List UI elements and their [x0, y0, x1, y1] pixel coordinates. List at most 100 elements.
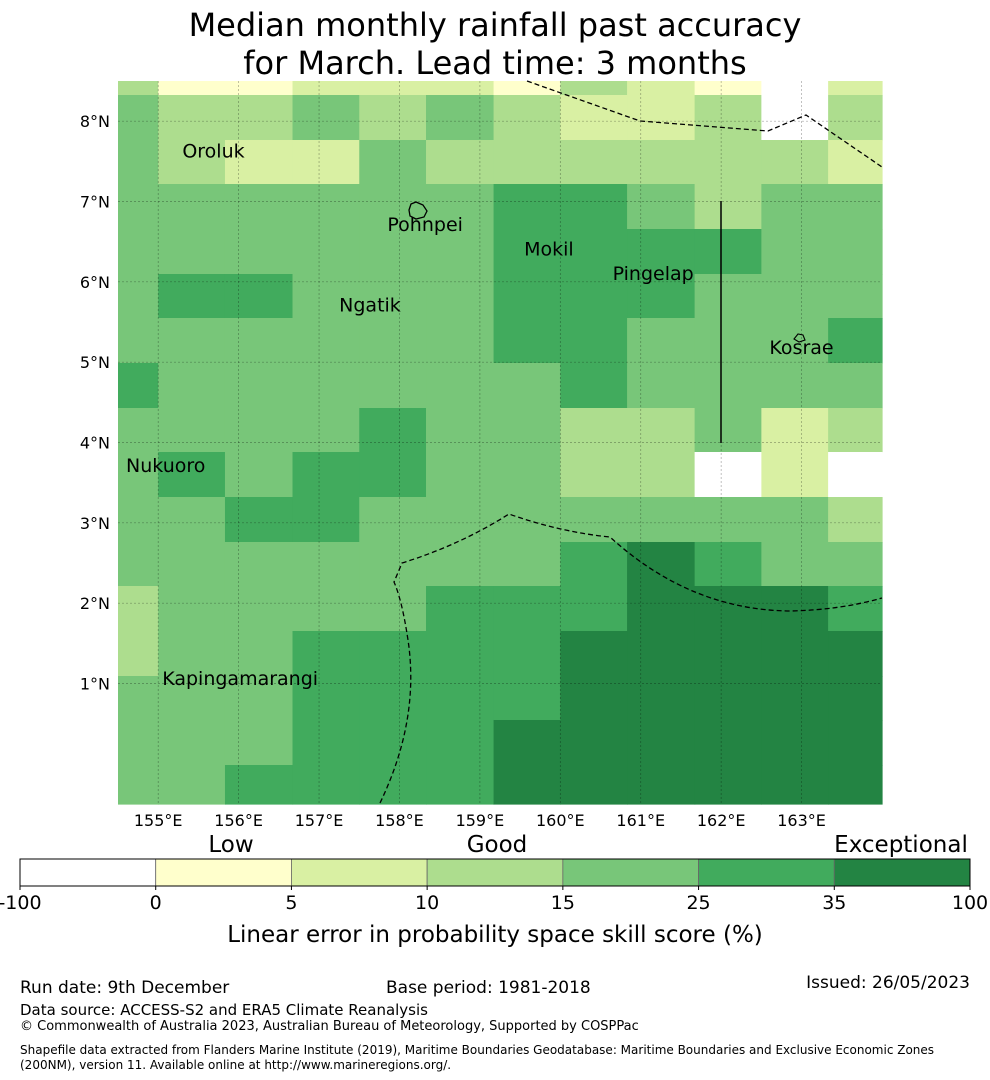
grid-cell	[761, 542, 829, 587]
grid-cell	[694, 95, 762, 141]
grid-cell	[560, 586, 628, 632]
grid-cell	[828, 765, 883, 805]
run-date: Run date: 9th December	[20, 978, 230, 998]
grid-cell	[426, 542, 495, 587]
graticule	[118, 81, 882, 804]
grid-cell	[426, 363, 495, 409]
colorbar-segment	[698, 858, 835, 887]
grid-cell	[828, 318, 883, 364]
lon-tick-label: 157°E	[295, 811, 344, 830]
grid-cell	[560, 408, 628, 453]
grid-cell	[493, 542, 561, 587]
lon-tick-label: 161°E	[616, 811, 665, 830]
axis-labels: 155°E 156°E 157°E 158°E 159°E 160°E 161°E 162°E…	[80, 112, 826, 830]
grid-cell	[158, 184, 226, 230]
grid-cell	[426, 631, 495, 677]
grid-cell	[118, 631, 159, 677]
grid-cell	[627, 184, 696, 230]
grid-cell	[426, 81, 495, 96]
grid-cell	[118, 676, 159, 721]
grid-cell	[627, 229, 696, 275]
title-line-2: for March. Lead time: 3 months	[243, 44, 747, 82]
grid-cell	[493, 765, 561, 805]
grid-cell	[224, 676, 294, 721]
grid-cell	[560, 542, 628, 587]
colorbar-tick-label: 10	[415, 892, 439, 914]
lon-tick-label: 163°E	[777, 811, 826, 830]
grid-cell	[627, 140, 696, 185]
grid-cell	[158, 408, 226, 453]
grid-cell	[694, 765, 762, 805]
lat-tick-label: 5°N	[80, 353, 110, 372]
grid-cell	[627, 318, 696, 364]
grid-cell	[118, 586, 159, 632]
grid-cell	[359, 363, 427, 409]
grid-cell	[292, 720, 360, 766]
grid-cell	[158, 497, 226, 543]
grid-cell	[828, 542, 883, 587]
grid-cell	[158, 363, 226, 409]
colorbar-tick-label: 100	[952, 892, 988, 914]
grid-cell	[158, 631, 226, 677]
grid-cell	[426, 497, 495, 543]
grid-cell	[828, 497, 883, 543]
grid-cell	[761, 140, 829, 185]
grid-cell	[292, 318, 360, 364]
grid-cell	[292, 631, 360, 677]
grid-cell	[694, 81, 762, 96]
shapefile-credit: Shapefile data extracted from Flanders M…	[20, 1043, 935, 1072]
grid-cell	[627, 542, 696, 587]
grid-cell	[359, 274, 427, 319]
grid-cell	[694, 452, 762, 498]
title-line-1: Median monthly rainfall past accuracy	[188, 6, 802, 44]
grid-cell	[426, 452, 495, 498]
grid-cell	[493, 676, 561, 721]
skill-grid	[118, 81, 883, 805]
grid-cell	[118, 408, 159, 453]
grid-cell	[118, 542, 159, 587]
grid-cell	[560, 363, 628, 409]
grid-cell	[627, 586, 696, 632]
grid-cell	[493, 408, 561, 453]
grid-cell	[493, 363, 561, 409]
grid-cell	[118, 274, 159, 319]
grid-cell	[560, 140, 628, 185]
grid-cell	[493, 631, 561, 677]
grid-cell	[828, 81, 883, 96]
grid-cell	[292, 184, 360, 230]
grid-cell	[426, 140, 495, 185]
data-source: Data source: ACCESS-S2 and ERA5 Climate …	[20, 1001, 428, 1019]
issued-date: Issued: 26/05/2023	[806, 973, 970, 993]
grid-cell	[224, 318, 294, 364]
grid-cell	[560, 676, 628, 721]
copyright: © Commonwealth of Australia 2023, Austra…	[20, 1019, 639, 1034]
grid-cell	[627, 363, 696, 409]
grid-cell	[761, 408, 829, 453]
grid-cell	[694, 497, 762, 543]
grid-cell	[627, 95, 696, 141]
map-title: Median monthly rainfall past accuracy fo…	[0, 6, 990, 82]
grid-cell	[761, 363, 829, 409]
grid-cell	[292, 81, 360, 96]
grid-cell	[694, 318, 762, 364]
grid-cell	[426, 408, 495, 453]
grid-cell	[359, 720, 427, 766]
grid-cell	[118, 95, 159, 141]
lon-tick-label: 160°E	[536, 811, 585, 830]
grid-cell	[426, 184, 495, 230]
grid-cell	[158, 95, 226, 141]
grid-cell	[627, 452, 696, 498]
grid-cell	[694, 408, 762, 453]
grid-cell	[828, 363, 883, 409]
island-labels: Oroluk Pohnpei Mokil Pingelap Ngatik Kosrae Nu…	[126, 140, 834, 690]
grid-cell	[118, 81, 159, 96]
base-period: Base period: 1981-2018	[386, 978, 591, 998]
eez-boundaries	[379, 80, 883, 804]
lon-tick-label: 158°E	[375, 811, 424, 830]
grid-cell	[493, 318, 561, 364]
grid-cell	[359, 229, 427, 275]
grid-cell	[224, 274, 294, 319]
grid-cell	[493, 720, 561, 766]
grid-cell	[292, 363, 360, 409]
grid-cell	[118, 318, 159, 364]
